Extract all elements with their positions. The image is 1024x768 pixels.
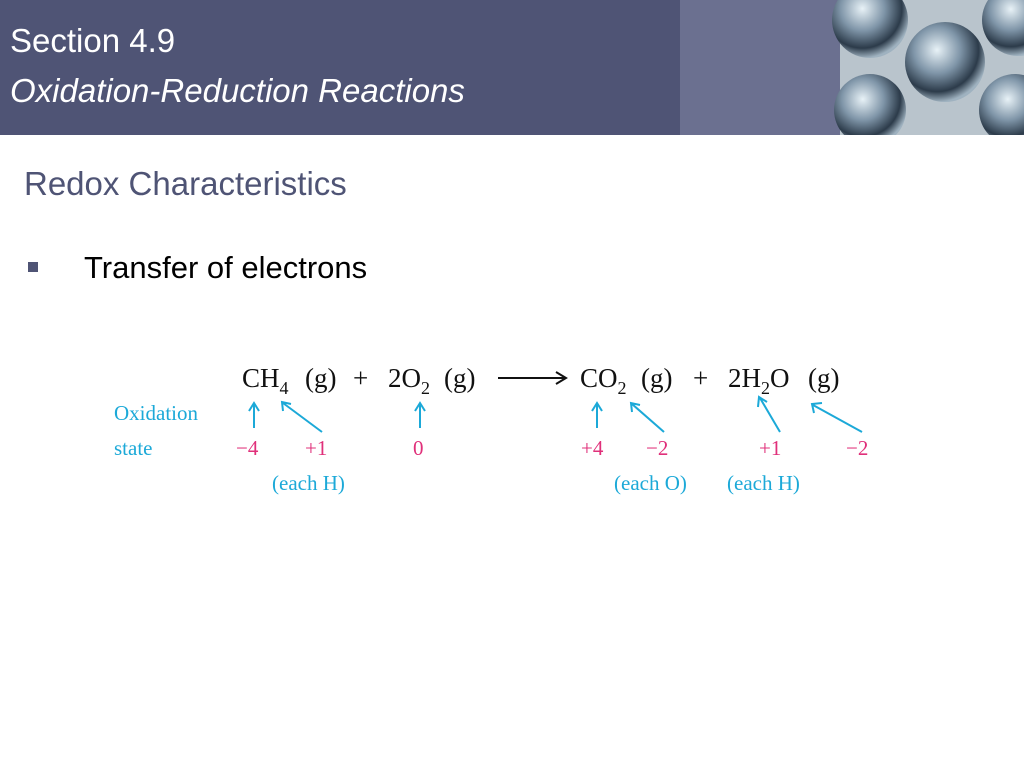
- formula: 2H2O: [728, 363, 790, 398]
- phase: (g): [641, 363, 672, 393]
- operator: +: [353, 363, 368, 393]
- oxidation-state: 0: [413, 436, 424, 460]
- oxidation-state: +1: [759, 436, 781, 460]
- formula: 2O2: [388, 363, 430, 398]
- state-label: Oxidation: [114, 401, 198, 425]
- phase: (g): [305, 363, 336, 393]
- note: (each O): [614, 471, 687, 495]
- slide-heading: Redox Characteristics: [24, 165, 347, 202]
- oxidation-state: +4: [581, 436, 604, 460]
- section-title: Oxidation-Reduction Reactions: [10, 72, 465, 109]
- formula: CO2: [580, 363, 627, 398]
- oxidation-state: −2: [646, 436, 668, 460]
- bullet-marker: [28, 262, 38, 272]
- note: (each H): [727, 471, 800, 495]
- header-bar: [0, 0, 1024, 135]
- pointer-arrows: [248, 395, 863, 433]
- note: (each H): [272, 471, 345, 495]
- bullet-text: Transfer of electrons: [84, 250, 368, 285]
- phase: (g): [444, 363, 475, 393]
- state-label: state: [114, 436, 152, 460]
- section-number: Section 4.9: [10, 22, 176, 59]
- formula: CH4: [242, 363, 289, 398]
- reaction-arrow: [498, 371, 568, 385]
- oxidation-state: −4: [236, 436, 259, 460]
- phase: (g): [808, 363, 839, 393]
- operator: +: [693, 363, 708, 393]
- oxidation-state: −2: [846, 436, 868, 460]
- oxidation-state: +1: [305, 436, 327, 460]
